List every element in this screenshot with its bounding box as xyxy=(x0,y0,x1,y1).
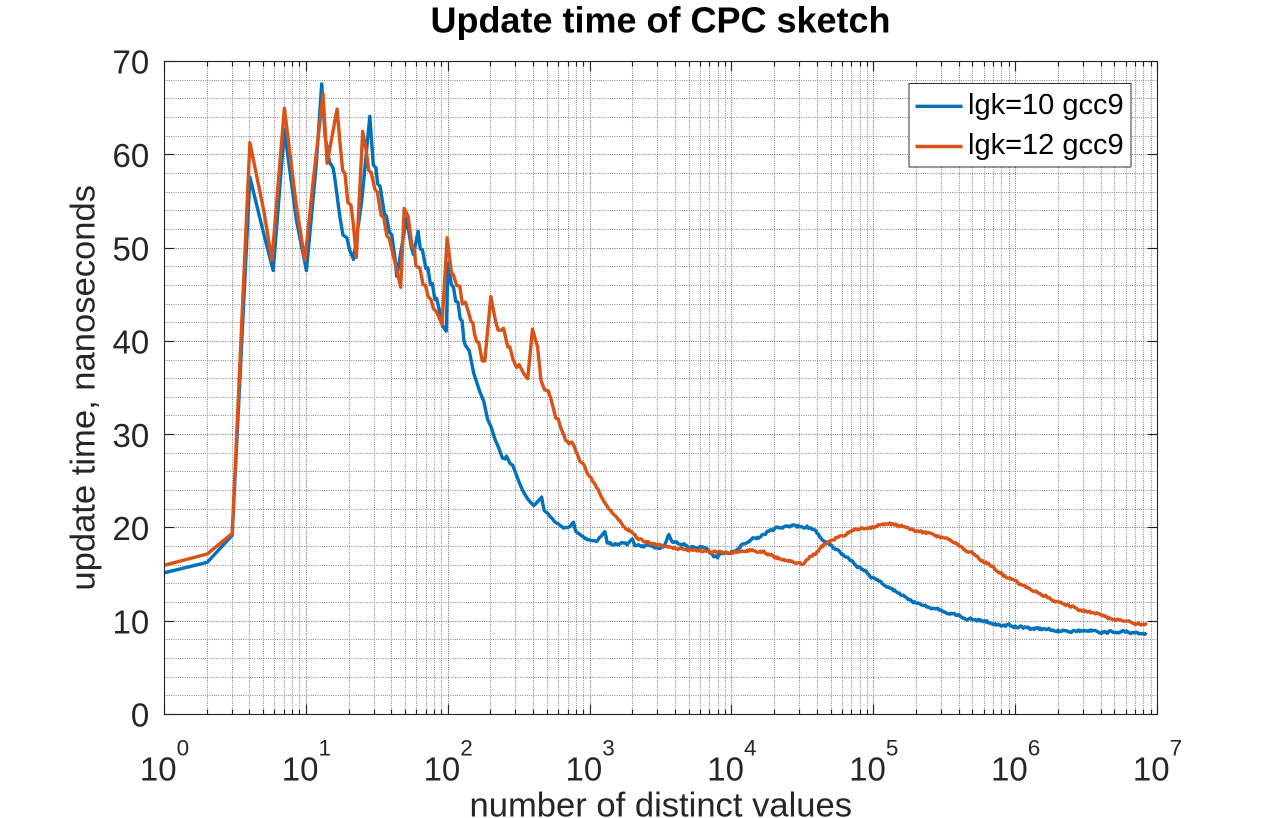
svg-text:number of distinct values: number of distinct values xyxy=(470,787,852,818)
svg-text:lgk=12 gcc9: lgk=12 gcc9 xyxy=(968,129,1124,161)
svg-text:0: 0 xyxy=(131,697,149,734)
svg-text:30: 30 xyxy=(112,417,149,454)
svg-text:update time, nanoseconds: update time, nanoseconds xyxy=(65,185,103,591)
svg-text:10: 10 xyxy=(112,603,149,640)
svg-text:40: 40 xyxy=(112,324,149,361)
svg-text:20: 20 xyxy=(112,510,149,547)
svg-text:lgk=10 gcc9: lgk=10 gcc9 xyxy=(968,89,1124,121)
svg-text:Update time of CPC sketch: Update time of CPC sketch xyxy=(430,0,890,41)
svg-text:60: 60 xyxy=(112,137,149,174)
svg-text:70: 70 xyxy=(112,44,149,81)
svg-text:50: 50 xyxy=(112,230,149,267)
